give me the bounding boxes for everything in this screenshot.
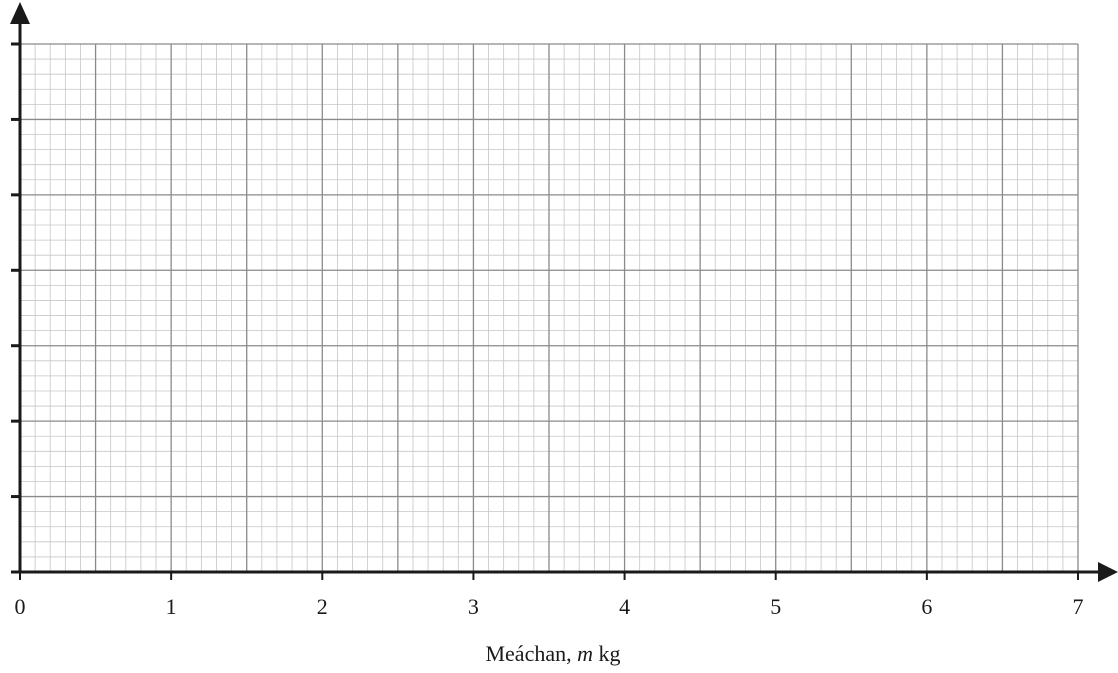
x-tick-label: 5 [770,594,781,619]
tick-labels: 0 1 2 3 4 5 6 7 [15,594,1084,619]
x-axis-arrow-icon [1098,562,1118,582]
y-axis-arrow-icon [10,2,30,24]
x-tick-label: 4 [619,594,630,619]
x-tick-label: 2 [317,594,328,619]
x-axis-title-unit: kg [593,641,621,666]
x-axis-title: Meáchan, m kg [485,641,620,666]
x-axis-title-text: Meáchan, [485,641,577,666]
axis-ticks [11,42,1079,580]
x-tick-label: 1 [166,594,177,619]
x-tick-label: 0 [15,594,26,619]
x-tick-label: 6 [921,594,932,619]
axes [10,2,1118,582]
x-tick-label: 7 [1073,594,1084,619]
major-grid [19,43,1079,573]
x-axis-title-variable: m [577,641,593,666]
x-tick-label: 3 [468,594,479,619]
